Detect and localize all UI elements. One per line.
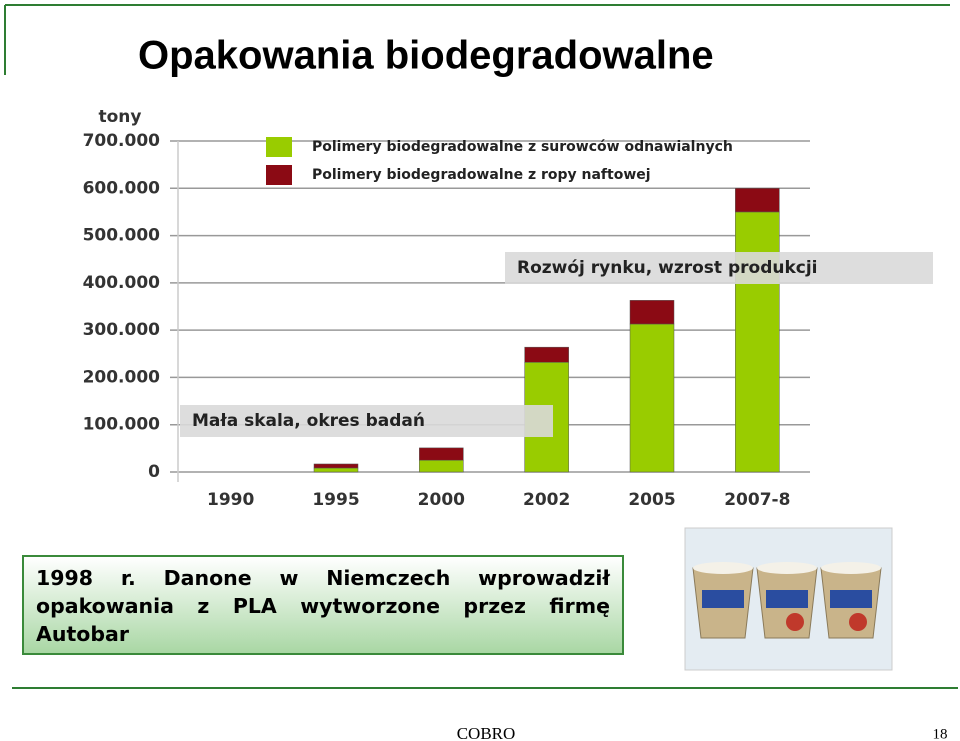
bar-segment: [524, 346, 569, 363]
y-tick-label: 0: [148, 462, 160, 482]
y-tick-label: 200.000: [83, 367, 161, 387]
y-tick-label: 500.000: [83, 226, 161, 246]
bar-segment: [419, 459, 464, 473]
legend-swatch: [266, 165, 292, 185]
product-photo: [684, 527, 893, 671]
annotation: Rozwój rynku, wzrost produkcji: [517, 258, 818, 278]
y-tick-label: 600.000: [83, 178, 161, 198]
annotation: Mała skala, okres badań: [192, 411, 425, 431]
x-tick-label: 2002: [523, 490, 570, 510]
slide-title: Opakowania biodegradowalne: [138, 34, 714, 78]
note-box: 1998 r. Danone w Niemczech wprowadził op…: [22, 555, 624, 655]
legend-label: Polimery biodegradowalne z ropy naftowej: [312, 167, 651, 183]
bar-segment: [313, 463, 359, 469]
y-tick-label: 700.000: [83, 131, 161, 151]
y-tick-label: 300.000: [83, 320, 161, 340]
x-tick-label: 2005: [628, 490, 675, 510]
y-tick-label: 100.000: [83, 415, 161, 435]
legend-swatch: [266, 137, 292, 157]
y-tick-label: 400.000: [83, 273, 161, 293]
bar-segment: [419, 447, 464, 461]
page-number: 18: [933, 726, 948, 741]
x-tick-label: 1990: [207, 490, 254, 510]
annotation-box: [180, 405, 553, 437]
bar-segment: [735, 211, 780, 473]
bar-segment: [313, 467, 359, 473]
bar-segment: [629, 300, 675, 325]
bar-segment: [735, 188, 780, 213]
footer: COBRO: [457, 724, 516, 741]
bar-segment: [629, 323, 675, 473]
x-tick-label: 2007-8: [724, 490, 790, 510]
legend-label: Polimery biodegradowalne z surowców odna…: [312, 139, 733, 155]
x-tick-label: 2000: [418, 490, 465, 510]
y-axis-label: tony: [99, 107, 142, 127]
annotation-box: [505, 252, 933, 284]
x-tick-label: 1995: [312, 490, 359, 510]
